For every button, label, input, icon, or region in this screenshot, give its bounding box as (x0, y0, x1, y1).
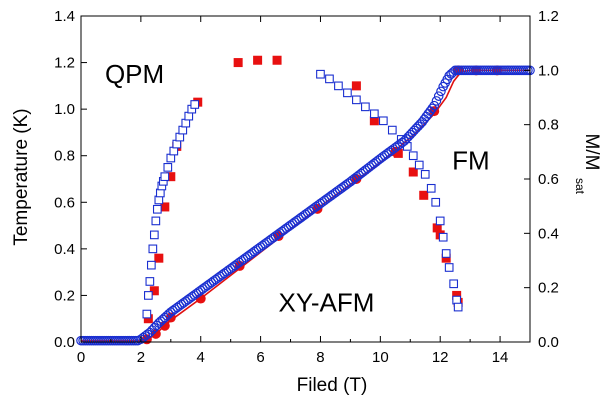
phase-boundary-blue-point (431, 197, 441, 207)
phase-boundary-red-point (253, 55, 263, 65)
y-tick-label: 0.2 (54, 287, 75, 304)
region-label: QPM (105, 59, 164, 89)
y-tick-label: 1.4 (54, 8, 75, 25)
phase-boundary-blue-point (160, 172, 170, 182)
y2-axis-title-subscript: sat (573, 178, 587, 195)
phase-boundary-blue-point (343, 88, 352, 98)
x-tick-label: 12 (432, 349, 449, 366)
phase-boundary-red-point (351, 81, 361, 91)
phase-boundary-blue-point (387, 125, 397, 135)
phase-boundary-blue-point (378, 116, 388, 126)
magnetization-blue-point (433, 91, 444, 101)
y-tick-label: 0.0 (54, 334, 75, 351)
phase-boundary-red-point (432, 223, 442, 233)
phase-boundary-blue-point (163, 163, 173, 172)
x-tick-label: 0 (77, 349, 85, 366)
axes-ticks: 0 2 4 6 8 10 12 14 0.0 0.2 0.4 0.6 0.8 1.0 1.2 1.4 0.0 0.… (54, 8, 559, 366)
y-tick-label: 0.8 (54, 148, 75, 165)
phase-boundary-blue-point (142, 309, 152, 319)
x-axis-title: Filed (T) (297, 375, 368, 396)
magnetization-blue-point (436, 86, 446, 97)
y2-tick-label: 1.0 (538, 62, 559, 79)
phase-boundary-blue-point (146, 260, 156, 270)
magnetization-blue-point (431, 96, 442, 106)
x-tick-label: 14 (492, 349, 509, 366)
phase-boundary-blue-point (144, 291, 153, 300)
region-label: FM (452, 145, 490, 175)
magnetization-blue-point (429, 100, 440, 111)
phase-boundary-red-point (154, 253, 164, 263)
phase-boundary-red-point (419, 190, 429, 200)
y2-tick-label: 0.2 (538, 280, 559, 297)
y2-tick-label: 0.4 (538, 225, 559, 242)
phase-boundary-red-point (408, 167, 418, 177)
y2-tick-label: 0.8 (538, 117, 559, 134)
x-tick-label: 2 (137, 349, 145, 366)
phase-boundary-blue-point (438, 232, 448, 242)
phase-boundary-red-point (233, 58, 243, 68)
phase-boundary-red-point (149, 286, 159, 296)
x-tick-label: 8 (316, 349, 324, 366)
phase-boundary-blue-point (151, 216, 161, 226)
phase-boundary-blue-point (149, 230, 159, 240)
phase-boundary-blue-point (449, 279, 459, 289)
phase-boundary-red-point (160, 202, 170, 212)
phase-boundary-blue-point (152, 204, 162, 214)
phase-boundary-blue-point (334, 81, 343, 91)
phase-boundary-red-point (369, 116, 379, 126)
phase-boundary-blue-point (148, 244, 158, 254)
phase-boundary-blue-point (441, 249, 451, 258)
phase-boundary-blue-point (435, 216, 445, 226)
y-tick-label: 0.4 (54, 241, 75, 258)
phase-boundary-red-point (166, 172, 176, 182)
phase-boundary-blue-point (369, 109, 379, 119)
phase-boundary-red-point (441, 253, 451, 263)
plot-area (76, 55, 535, 346)
x-tick-label: 10 (372, 349, 389, 366)
phase-boundary-blue-point (426, 183, 436, 193)
phase-boundary-blue-point (361, 102, 370, 112)
y2-tick-label: 1.2 (538, 8, 559, 25)
phase-boundary-blue-point (444, 263, 454, 272)
phase-boundary-blue-point (190, 100, 200, 109)
region-label: XY-AFM (279, 287, 375, 317)
y-axis-title: Temperature (K) (11, 108, 32, 245)
phase-boundary-blue-point (408, 151, 418, 161)
phase-boundary-red-point (272, 55, 282, 65)
y2-tick-label: 0.0 (538, 334, 559, 351)
phase-boundary-blue-point (145, 277, 155, 286)
phase-boundary-red-point (452, 290, 462, 300)
phase-boundary-blue-point (453, 302, 463, 312)
phase-boundary-blue-point (414, 160, 424, 170)
x-tick-label: 4 (197, 349, 205, 366)
y-tick-label: 0.6 (54, 194, 75, 211)
phase-boundary-blue-point (352, 95, 361, 105)
phase-boundary-blue-point (325, 74, 334, 84)
x-tick-label: 6 (256, 349, 264, 366)
magnetization-blue-point (427, 103, 438, 114)
phase-boundary-blue-point (420, 169, 430, 179)
y-tick-label: 1.2 (54, 55, 75, 72)
y2-tick-label: 0.6 (538, 171, 559, 188)
y-tick-label: 1.0 (54, 101, 75, 118)
phase-boundary-red-point (143, 314, 153, 324)
phase-boundary-blue-point (316, 69, 325, 79)
y2-axis-title: M/M (581, 134, 602, 171)
